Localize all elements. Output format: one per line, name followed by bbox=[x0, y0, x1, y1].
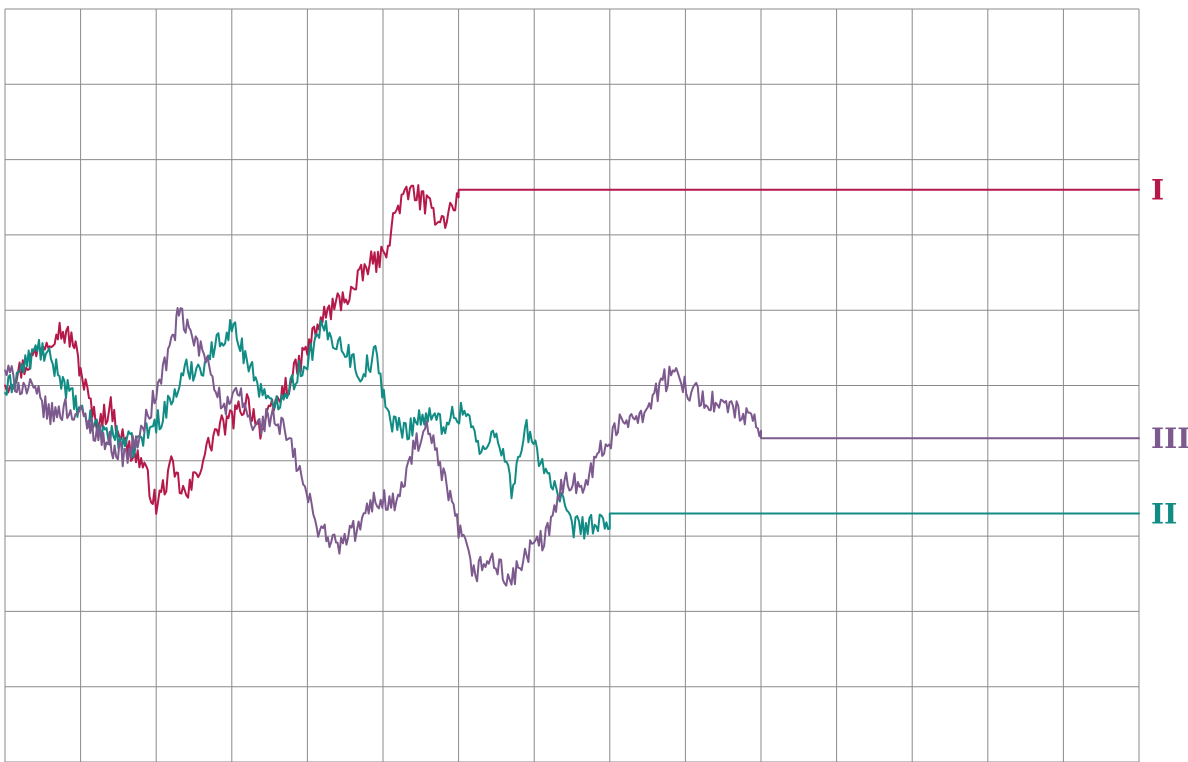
series-line-i bbox=[4, 184, 1140, 515]
series-line-ii bbox=[4, 319, 1140, 540]
series-line-iii bbox=[4, 307, 1140, 587]
chart-grid bbox=[4, 8, 1140, 762]
series-layer bbox=[4, 184, 1140, 587]
series-label-ii: II bbox=[1151, 498, 1177, 531]
series-label-i: I bbox=[1151, 174, 1164, 207]
series-label-iii: III bbox=[1151, 422, 1188, 455]
